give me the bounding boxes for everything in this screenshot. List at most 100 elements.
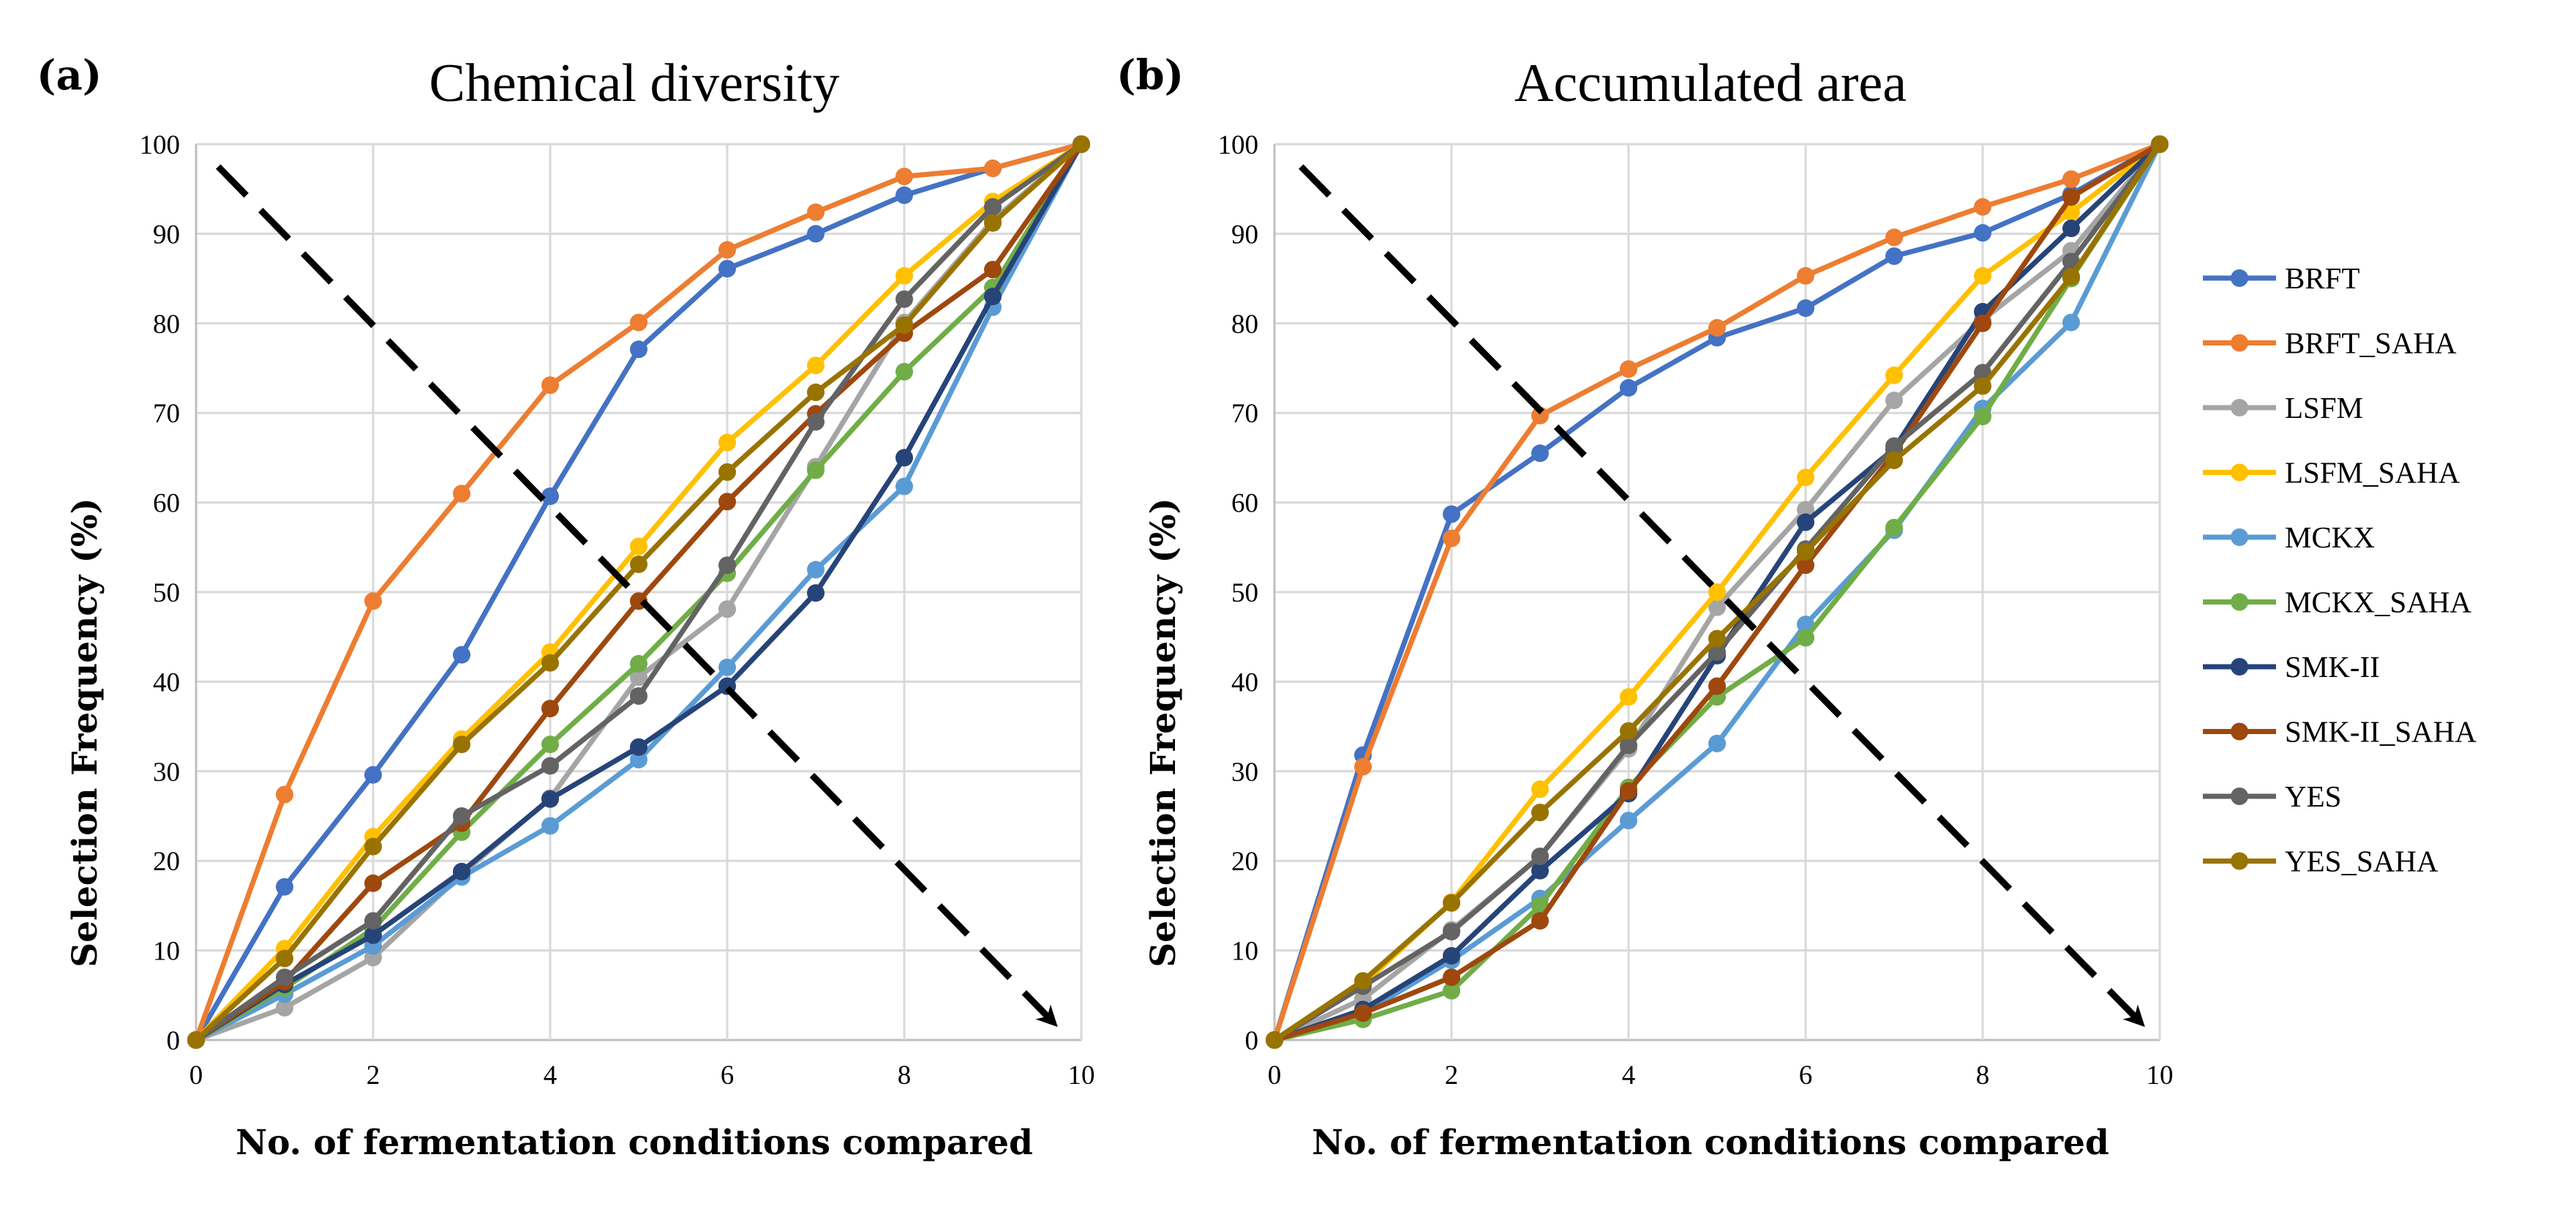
data-point-smk-ii (807, 584, 825, 602)
y-tick-label: 70 (153, 399, 180, 429)
data-point-lsfm-saha (1885, 366, 1903, 384)
data-point-brft (630, 340, 647, 359)
data-point-brft (807, 225, 825, 243)
data-point-yes-saha (1266, 1031, 1283, 1049)
y-tick-label: 80 (1231, 310, 1258, 340)
data-point-smk-ii (895, 449, 913, 467)
data-point-smk-ii-saha (718, 493, 736, 511)
y-tick-label: 20 (1231, 847, 1258, 877)
data-point-brft-saha (807, 203, 825, 222)
chart-title-a: Chemical diversity (429, 53, 839, 113)
y-tick-label: 60 (1231, 489, 1258, 519)
data-point-smk-ii (630, 738, 647, 756)
y-tick-label: 60 (153, 489, 180, 519)
x-tick-label: 0 (189, 1060, 203, 1091)
data-point-yes-saha (1443, 894, 1460, 912)
data-point-smk-ii-saha (1620, 782, 1637, 800)
legend-marker-smk-ii (2231, 658, 2248, 676)
data-point-yes-saha (364, 837, 382, 856)
data-point-yes (276, 968, 293, 987)
y-tick-label: 70 (1231, 399, 1258, 429)
data-point-smk-ii (364, 926, 382, 944)
legend-marker-yes (2231, 788, 2248, 805)
y-tick-label: 30 (1231, 758, 1258, 788)
data-point-yes-saha (2151, 135, 2168, 153)
panel-label-b: (b) (1116, 51, 1184, 100)
data-point-brft-saha (1531, 406, 1549, 424)
data-point-brft (718, 260, 736, 278)
data-point-lsfm (1885, 392, 1903, 410)
legend: BRFT BRFT_SAHA LSFM LSFM_SAHA MCKX MCKX_SAHA S… (2203, 261, 2477, 878)
data-point-smk-ii-saha (1443, 968, 1460, 987)
data-point-lsfm-saha (1974, 266, 1991, 285)
data-point-brft-saha (2062, 170, 2080, 188)
data-point-smk-ii (984, 288, 1002, 306)
x-tick-label: 6 (721, 1060, 735, 1091)
data-point-lsfm-saha (630, 537, 647, 556)
data-point-smk-ii (2062, 220, 2080, 238)
data-point-lsfm-saha (1797, 468, 1814, 487)
data-point-mckx (1620, 812, 1637, 830)
legend-label-yes-saha: YES_SAHA (2285, 845, 2438, 878)
y-tick-label: 100 (1218, 130, 1259, 160)
data-point-yes (630, 687, 647, 705)
data-point-brft (1620, 378, 1637, 397)
data-point-yes (1531, 848, 1549, 866)
x-axis-label-a: No. of fermentation conditions compared (236, 1123, 1033, 1163)
data-point-yes (807, 413, 825, 431)
legend-marker-brft (2231, 269, 2248, 287)
data-point-yes-saha (1531, 804, 1549, 822)
data-point-smk-ii-saha (1531, 912, 1549, 930)
data-point-yes-saha (276, 949, 293, 968)
data-point-lsfm (718, 600, 736, 618)
y-axis-label-b: Selection Frequency (%) (1144, 498, 1184, 967)
data-point-mckx-saha (1885, 518, 1903, 536)
data-point-mckx-saha (1797, 629, 1814, 647)
panel-label-a: (a) (37, 51, 102, 100)
data-point-yes (453, 807, 470, 825)
data-point-smk-ii (1443, 946, 1460, 965)
y-tick-label: 0 (1245, 1026, 1259, 1056)
data-point-brft (1974, 224, 1991, 242)
data-point-mckx (1708, 734, 1726, 752)
data-point-yes (1620, 736, 1637, 755)
legend-marker-lsfm (2231, 399, 2248, 416)
y-axis-label-a: Selection Frequency (%) (65, 498, 105, 967)
data-point-smk-ii (541, 790, 559, 808)
data-point-brft-saha (1885, 228, 1903, 247)
data-point-smk-ii-saha (541, 700, 559, 718)
data-point-yes-saha (1974, 377, 1991, 395)
data-point-mckx-saha (895, 362, 913, 381)
y-tick-label: 80 (153, 310, 180, 340)
legend-marker-lsfm-saha (2231, 463, 2248, 482)
data-point-yes-saha (630, 556, 647, 574)
data-point-mckx (895, 477, 913, 495)
data-point-brft (1531, 444, 1549, 463)
x-tick-label: 2 (1445, 1060, 1459, 1091)
dashed-arrow-annotation (216, 164, 1058, 1028)
data-point-mckx (718, 658, 736, 676)
data-point-brft-saha (541, 376, 559, 394)
legend-marker-mckx-saha (2231, 593, 2248, 611)
plot-area-b: 0 10 20 30 40 50 60 70 80 90 100 0 2 4 6 8 10 (1218, 130, 2174, 1091)
x-tick-label: 0 (1268, 1060, 1282, 1091)
data-point-smk-ii (1531, 861, 1549, 880)
data-point-yes-saha (984, 214, 1002, 232)
x-tick-label: 2 (367, 1060, 380, 1091)
data-point-smk-ii-saha (984, 261, 1002, 279)
legend-marker-mckx (2231, 528, 2248, 546)
legend-label-lsfm: LSFM (2285, 391, 2363, 424)
data-point-yes-saha (187, 1031, 205, 1049)
data-point-brft-saha (1354, 758, 1372, 776)
data-point-yes-saha (1620, 722, 1637, 740)
data-point-yes-saha (718, 463, 736, 481)
data-point-mckx (541, 817, 559, 835)
data-point-brft (1797, 299, 1814, 317)
plot-area-a: 0 10 20 30 40 50 60 70 80 90 100 0 2 4 6 8 10 (140, 130, 1095, 1091)
data-point-lsfm-saha (1531, 780, 1549, 798)
data-point-brft-saha (276, 785, 293, 804)
y-tick-label: 10 (1231, 937, 1258, 967)
data-point-brft-saha (364, 592, 382, 610)
legend-marker-brft-saha (2231, 334, 2248, 352)
